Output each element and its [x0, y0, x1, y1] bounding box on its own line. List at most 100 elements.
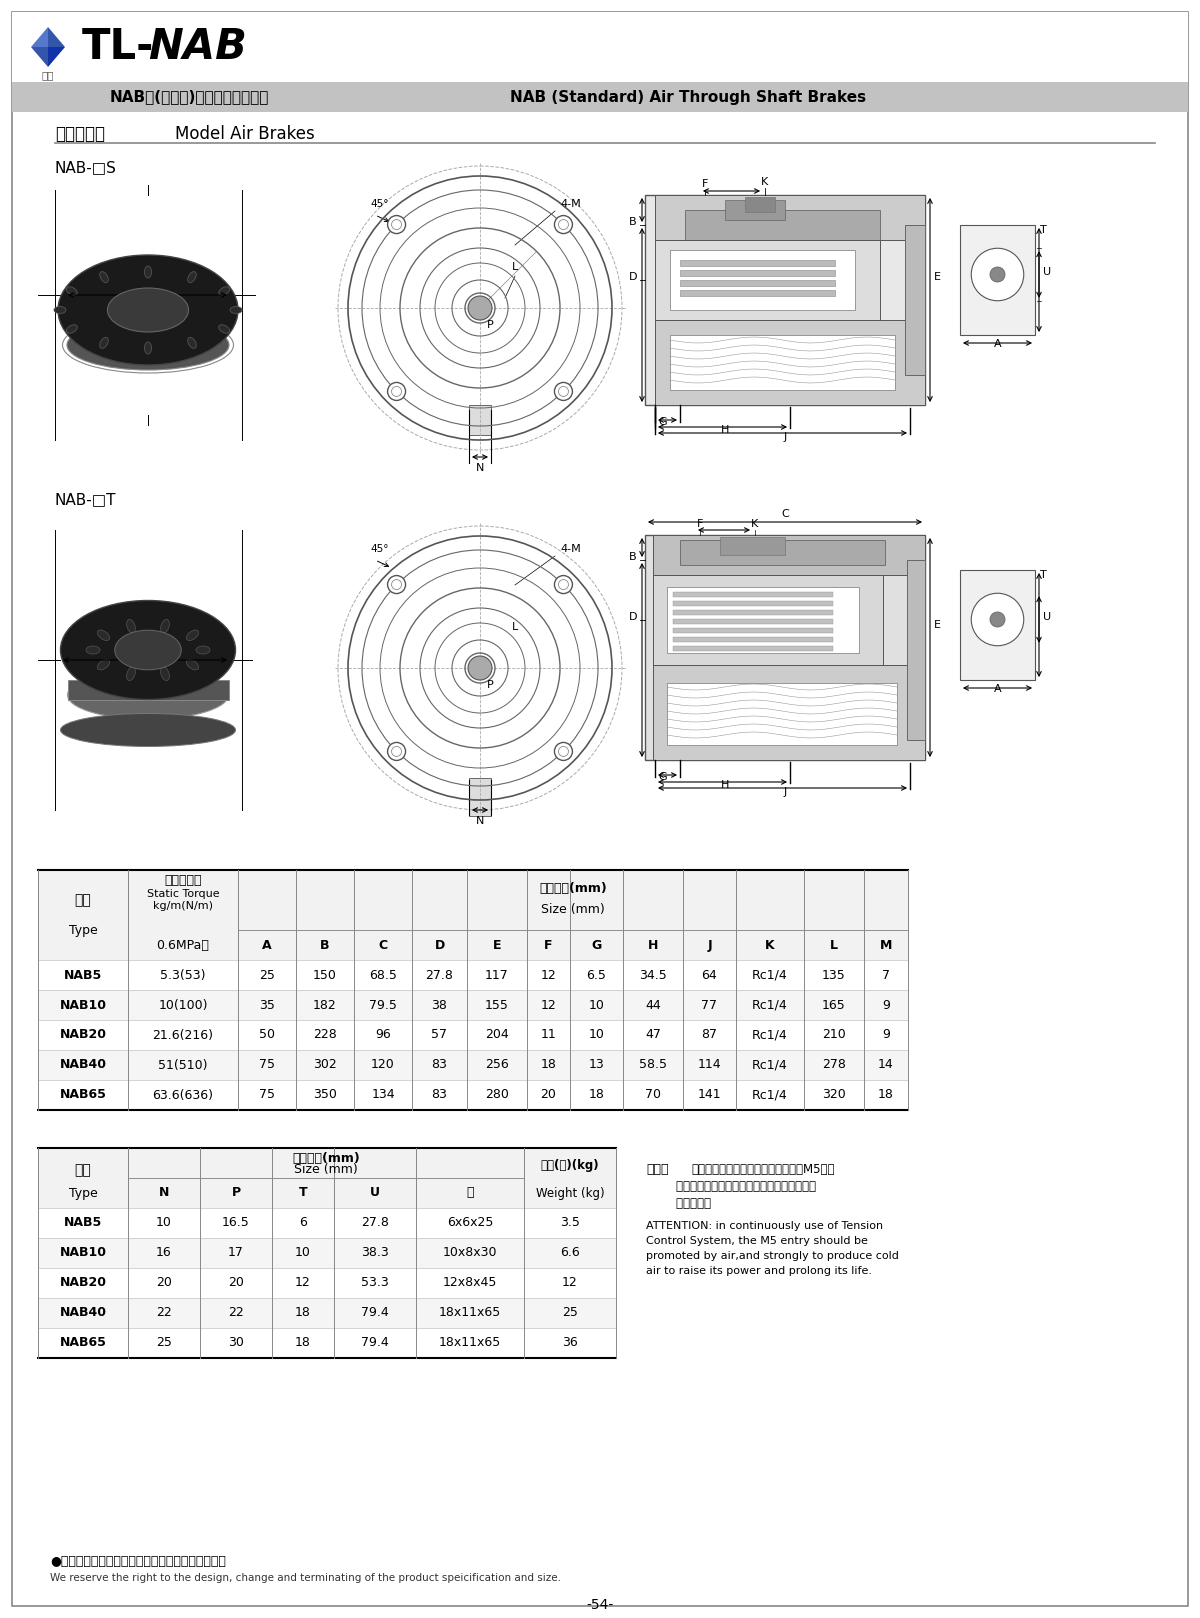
Text: 25: 25 [156, 1336, 172, 1349]
Bar [673, 600, 833, 607]
Bar [864, 930, 908, 959]
Text: NAB20: NAB20 [60, 1277, 107, 1290]
Text: K: K [751, 519, 758, 529]
Circle shape [468, 655, 492, 680]
Text: P: P [232, 1186, 240, 1199]
Text: 延長壽命。: 延長壽命。 [646, 1197, 710, 1210]
Ellipse shape [187, 338, 197, 348]
Bar [128, 1178, 200, 1209]
Bar [646, 196, 925, 404]
Text: -54-: -54- [587, 1599, 613, 1612]
Circle shape [554, 743, 572, 760]
Text: 38.3: 38.3 [361, 1246, 389, 1259]
Text: 210: 210 [822, 1029, 846, 1042]
Bar [653, 536, 925, 574]
Text: Type: Type [68, 1186, 97, 1199]
Ellipse shape [186, 660, 199, 670]
Ellipse shape [108, 288, 188, 332]
Text: 150: 150 [313, 969, 337, 982]
Text: 75: 75 [259, 1058, 275, 1071]
Bar [334, 1178, 416, 1209]
Text: 182: 182 [313, 998, 337, 1011]
Text: F: F [545, 938, 553, 951]
Polygon shape [48, 47, 65, 66]
Text: 51(510): 51(510) [158, 1058, 208, 1071]
Text: 134: 134 [371, 1089, 395, 1102]
Text: 22: 22 [156, 1306, 172, 1320]
Text: 204: 204 [485, 1029, 509, 1042]
Bar [38, 1050, 908, 1079]
Text: T: T [299, 1186, 307, 1199]
Bar [238, 930, 296, 959]
Ellipse shape [67, 671, 228, 718]
Ellipse shape [115, 629, 181, 670]
Text: 79.4: 79.4 [361, 1336, 389, 1349]
Polygon shape [31, 47, 48, 66]
Text: J: J [784, 786, 787, 798]
Bar [354, 930, 412, 959]
Text: 12: 12 [541, 969, 557, 982]
Circle shape [468, 296, 492, 320]
Circle shape [554, 576, 572, 594]
Text: 10: 10 [295, 1246, 311, 1259]
Bar [685, 210, 880, 239]
Text: 141: 141 [697, 1089, 721, 1102]
Text: Rc1/4: Rc1/4 [752, 1089, 788, 1102]
Bar [673, 610, 833, 615]
Bar [469, 778, 491, 815]
Text: 96: 96 [376, 1029, 391, 1042]
Text: 302: 302 [313, 1058, 337, 1071]
Bar [200, 1178, 272, 1209]
Text: 18: 18 [295, 1306, 311, 1320]
Text: T: T [1039, 570, 1046, 579]
Text: We reserve the right to the design, change and terminating of the product speici: We reserve the right to the design, chan… [50, 1573, 562, 1582]
Text: F: F [697, 519, 703, 529]
Bar [905, 225, 925, 375]
Bar [907, 560, 925, 739]
Text: 主要尺寸(mm): 主要尺寸(mm) [539, 882, 607, 895]
Text: Model Air Brakes: Model Air Brakes [175, 125, 314, 142]
Ellipse shape [60, 714, 235, 746]
Text: 57: 57 [432, 1029, 448, 1042]
Text: 25: 25 [259, 969, 275, 982]
Ellipse shape [127, 620, 136, 633]
Text: U: U [1043, 612, 1051, 621]
Text: 【注】: 【注】 [646, 1163, 668, 1176]
Circle shape [990, 267, 1006, 282]
Text: 64: 64 [702, 969, 718, 982]
Text: 16: 16 [156, 1246, 172, 1259]
Text: J: J [784, 432, 787, 442]
Text: 9: 9 [882, 1029, 890, 1042]
Text: 12: 12 [295, 1277, 311, 1290]
Text: C: C [378, 938, 388, 951]
Text: K: K [761, 176, 769, 188]
Bar [38, 870, 908, 959]
Text: G: G [592, 938, 601, 951]
Bar [38, 1328, 616, 1358]
Bar [745, 197, 775, 212]
Text: 口必需接上空壓，強制空冷以增加滑動功率，: 口必需接上空壓，強制空冷以增加滑動功率， [646, 1180, 816, 1192]
Text: 18: 18 [295, 1336, 311, 1349]
Text: 7: 7 [882, 969, 890, 982]
Ellipse shape [100, 272, 108, 283]
Text: 83: 83 [432, 1058, 448, 1071]
Text: H: H [721, 780, 730, 790]
Circle shape [971, 248, 1024, 301]
Text: 6x6x25: 6x6x25 [446, 1217, 493, 1230]
Text: NAB (Standard) Air Through Shaft Brakes: NAB (Standard) Air Through Shaft Brakes [510, 89, 866, 105]
Polygon shape [31, 28, 48, 47]
Text: 20: 20 [540, 1089, 557, 1102]
Text: 87: 87 [702, 1029, 718, 1042]
Bar [570, 930, 623, 959]
Text: NAB-□S: NAB-□S [55, 160, 116, 175]
Text: 主要尺寸表: 主要尺寸表 [55, 125, 106, 142]
Text: T: T [1039, 225, 1046, 235]
Ellipse shape [66, 325, 77, 333]
Bar [38, 1149, 128, 1209]
Ellipse shape [230, 306, 242, 314]
Ellipse shape [127, 667, 136, 681]
Text: 0.6MPa時: 0.6MPa時 [156, 938, 210, 951]
Text: 20: 20 [156, 1277, 172, 1290]
Text: 77: 77 [702, 998, 718, 1011]
Text: F: F [702, 180, 708, 189]
